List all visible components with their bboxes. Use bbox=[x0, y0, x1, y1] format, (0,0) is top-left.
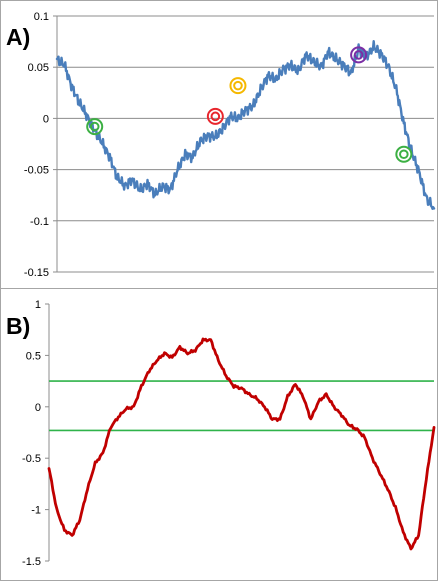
chart0-ytick-label-0: 0.1 bbox=[34, 11, 49, 23]
chart0-marker-inner-0 bbox=[89, 121, 100, 132]
chart1-series-line-0 bbox=[47, 337, 436, 551]
chart0-marker-outer-0 bbox=[86, 118, 104, 136]
chart0-marker-inner-1 bbox=[210, 111, 221, 122]
chart1-ytick-label-2: 0 bbox=[35, 402, 41, 414]
chart0-ytick-label-5: -0.15 bbox=[24, 267, 49, 279]
chart1-ytick-label-1: 0.5 bbox=[26, 350, 41, 362]
chart0-marker-outer-1 bbox=[206, 107, 224, 125]
chart1-ytick-label-4: -1 bbox=[31, 505, 41, 517]
chart1-ytick-label-3: -0.5 bbox=[22, 453, 41, 465]
chart0-marker-outer-2 bbox=[229, 77, 247, 95]
chart0-ytick-label-3: -0.05 bbox=[24, 165, 49, 177]
chart1-ytick-label-0: 1 bbox=[35, 299, 41, 311]
chart0-marker-outer-4 bbox=[395, 145, 413, 163]
chart-panel-b: 1 0.5 0 -0.5 -1 -1.5 bbox=[22, 299, 436, 568]
chart0-series-line-0 bbox=[55, 40, 436, 210]
chart1-ytick-label-5: -1.5 bbox=[22, 556, 41, 568]
chart0-ytick-label-1: 0.05 bbox=[28, 62, 49, 74]
panel-b-label: B) bbox=[6, 313, 30, 339]
panel-a-label: A) bbox=[6, 24, 30, 50]
chart-panel-a: 0.1 0.05 0 -0.05 -0.1 -0.15 bbox=[24, 11, 436, 279]
chart0-marker-inner-2 bbox=[233, 80, 243, 91]
chart0-ytick-label-2: 0 bbox=[43, 113, 49, 125]
chart0-ytick-label-4: -0.1 bbox=[30, 216, 49, 228]
chart0-marker-inner-4 bbox=[399, 149, 409, 160]
chart0-marker-outer-3 bbox=[350, 46, 368, 64]
chart0-marker-inner-3 bbox=[353, 50, 364, 60]
